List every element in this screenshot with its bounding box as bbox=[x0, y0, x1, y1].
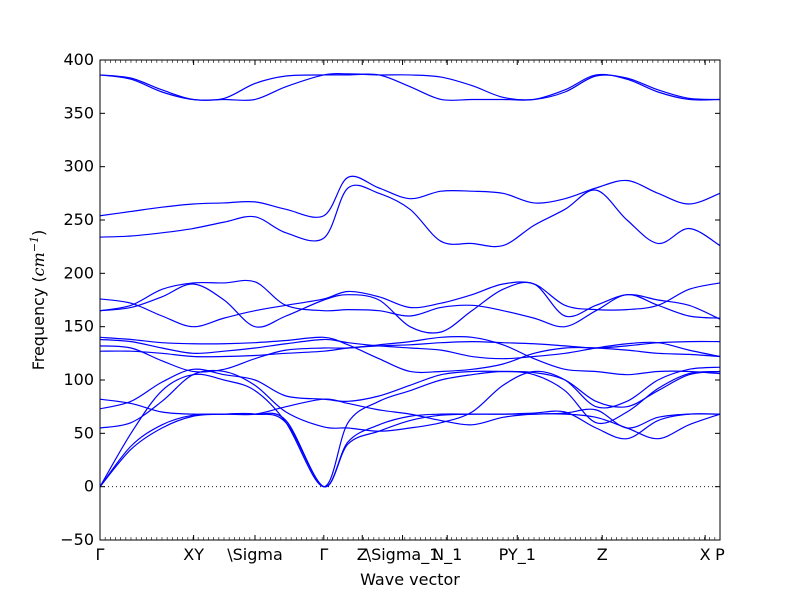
x-tick-label: P bbox=[715, 545, 725, 564]
y-axis-label-sup: −1 bbox=[28, 236, 41, 252]
band-line bbox=[99, 281, 721, 328]
band-line bbox=[99, 335, 721, 376]
plot-frame bbox=[99, 59, 721, 541]
band-series bbox=[99, 73, 721, 488]
x-tick-label: XY bbox=[183, 545, 204, 564]
x-tick-label: N_1 bbox=[432, 545, 462, 565]
y-axis-ticks: −50 0 50 100 150 200 250 300 350 400 bbox=[60, 50, 720, 549]
x-tick-label: \Sigma bbox=[227, 545, 283, 564]
band-line bbox=[99, 410, 721, 488]
band-line bbox=[99, 336, 721, 374]
band-line bbox=[99, 408, 721, 488]
y-tick-label: 0 bbox=[84, 477, 94, 496]
band-line bbox=[99, 340, 721, 358]
y-axis-label-text: Frequency ( bbox=[29, 276, 48, 370]
x-tick-label: PY_1 bbox=[499, 545, 536, 565]
x-tick-label: Z bbox=[597, 545, 608, 564]
y-tick-label: 350 bbox=[63, 103, 94, 122]
y-axis-label-unit: cm bbox=[29, 252, 48, 276]
y-tick-label: −50 bbox=[60, 530, 94, 549]
band-line bbox=[99, 398, 721, 440]
x-tick-label: \Sigma_1 bbox=[366, 545, 440, 565]
band-line bbox=[99, 279, 721, 328]
band-line bbox=[99, 184, 721, 248]
band-line bbox=[99, 370, 721, 488]
band-line bbox=[99, 175, 721, 218]
y-tick-label: 400 bbox=[63, 50, 94, 69]
x-tick-label: Z bbox=[357, 545, 368, 564]
x-tick-label: Γ bbox=[319, 545, 328, 564]
band-line bbox=[99, 73, 721, 102]
y-tick-label: 50 bbox=[74, 423, 94, 442]
y-tick-label: 250 bbox=[63, 210, 94, 229]
x-tick-label: X bbox=[700, 545, 711, 564]
y-tick-label: 200 bbox=[63, 263, 94, 282]
x-axis-ticks: Γ XY \Sigma Γ Z\Sigma_1N_1 PY_1 Z X P bbox=[96, 60, 725, 565]
y-axis-label: Frequency (cm−1) bbox=[28, 230, 48, 371]
y-tick-label: 150 bbox=[63, 317, 94, 336]
band-line bbox=[99, 366, 721, 432]
y-tick-label: 100 bbox=[63, 370, 94, 389]
y-tick-label: 300 bbox=[63, 157, 94, 176]
x-axis-label: Wave vector bbox=[360, 570, 460, 589]
y-axis-label-close: ) bbox=[29, 230, 48, 236]
band-line bbox=[99, 338, 721, 360]
band-line bbox=[99, 368, 721, 410]
band-line bbox=[99, 281, 721, 334]
x-tick-label: Γ bbox=[96, 545, 105, 564]
